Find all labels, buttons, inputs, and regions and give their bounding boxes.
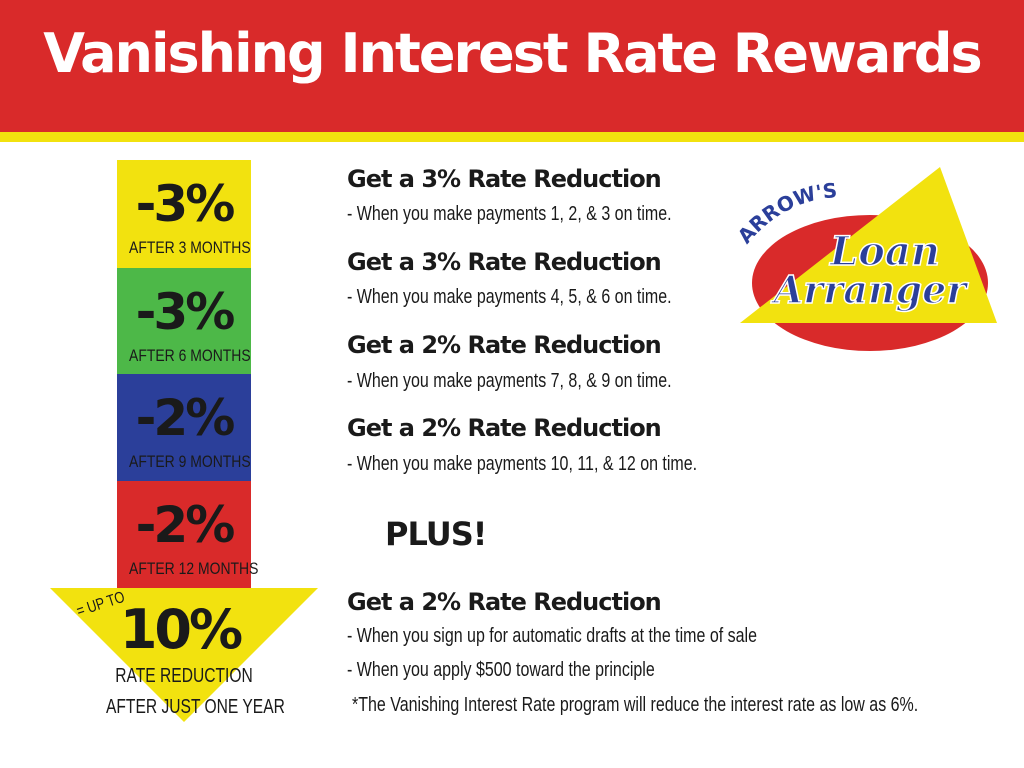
step-block-6-months: -3% AFTER 6 MONTHS [117,268,251,374]
step-block-9-months: -2% AFTER 9 MONTHS [117,374,251,481]
reward-detail: - When you make payments 7, 8, & 9 on ti… [347,370,672,392]
loan-arranger-logo: ARROW'S Loan Arranger [735,167,997,351]
bonus-heading: Get a 2% Rate Reduction [347,588,662,616]
step-label: AFTER 9 MONTHS [129,452,251,471]
reward-detail: - When you make payments 10, 11, & 12 on… [347,453,698,475]
step-label: AFTER 3 MONTHS [129,238,251,257]
step-block-12-months: -2% AFTER 12 MONTHS [117,481,259,588]
total-line-1: RATE REDUCTION [115,665,253,687]
reward-heading: Get a 3% Rate Reduction [347,165,662,193]
logo-loan-text: Loan [829,228,940,275]
step-percent: -3% [135,175,236,233]
step-percent: -3% [135,283,236,341]
step-percent: -2% [135,496,236,554]
reward-detail: - When you make payments 1, 2, & 3 on ti… [347,203,672,225]
footnote: *The Vanishing Interest Rate program wil… [352,694,919,716]
reward-heading: Get a 3% Rate Reduction [347,248,662,276]
page-title: Vanishing Interest Rate Rewards [43,22,982,85]
plus-label: PLUS! [385,515,487,553]
total-percent: 10% [119,598,243,661]
header-banner [0,0,1024,132]
bonus-detail-1: - When you sign up for automatic drafts … [347,625,757,647]
logo-arranger-text: Arranger [771,267,970,312]
step-label: AFTER 12 MONTHS [129,559,259,578]
step-block-3-months: -3% AFTER 3 MONTHS [117,160,251,268]
total-line-2: AFTER JUST ONE YEAR [106,696,285,718]
reward-detail: - When you make payments 4, 5, & 6 on ti… [347,286,672,308]
reward-heading: Get a 2% Rate Reduction [347,414,662,442]
step-label: AFTER 6 MONTHS [129,346,251,365]
yellow-stripe [0,132,1024,142]
reward-heading: Get a 2% Rate Reduction [347,331,662,359]
step-percent: -2% [135,389,236,447]
bonus-detail-2: - When you apply $500 toward the princip… [347,659,655,681]
